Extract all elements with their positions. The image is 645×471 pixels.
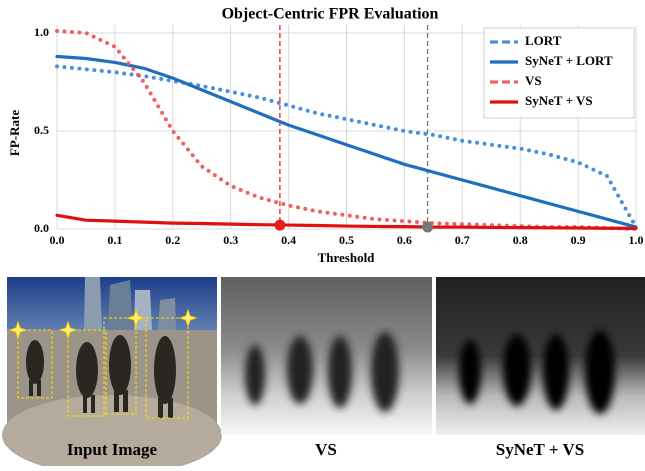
series-line	[55, 64, 638, 230]
y-axis-label: FP-Rate	[7, 110, 22, 156]
x-tick-label: 0.4	[281, 233, 296, 247]
series-line	[55, 54, 638, 229]
synet-vs-image	[436, 277, 645, 435]
vs-image	[221, 277, 432, 435]
panel-caption: Input Image	[67, 440, 158, 459]
input-image	[2, 277, 222, 471]
legend-label: LORT	[525, 33, 562, 48]
legend-label: SyNeT + LORT	[525, 53, 613, 68]
x-tick-label: 0.0	[50, 233, 65, 247]
x-tick-label: 1.0	[629, 233, 644, 247]
threshold-point	[422, 221, 434, 233]
series-line	[55, 213, 638, 231]
x-tick-label: 0.6	[397, 233, 412, 247]
x-tick-label: 0.1	[107, 233, 122, 247]
y-tick-label: 0.0	[34, 221, 49, 235]
legend-label: VS	[525, 73, 542, 88]
x-tick-label: 0.2	[165, 233, 180, 247]
series-line	[55, 29, 638, 231]
x-tick-label: 0.7	[455, 233, 470, 247]
x-tick-label: 0.8	[513, 233, 528, 247]
x-tick-label: 0.5	[339, 233, 354, 247]
x-axis-label: Threshold	[318, 250, 376, 265]
x-tick-label: 0.9	[571, 233, 586, 247]
x-tick-label: 0.3	[223, 233, 238, 247]
y-tick-label: 1.0	[34, 25, 49, 39]
panel-caption: VS	[315, 440, 337, 459]
legend-label: SyNeT + VS	[525, 93, 593, 108]
y-tick-label: 0.5	[34, 123, 49, 137]
chart-title: Object-Centric FPR Evaluation	[222, 6, 439, 23]
threshold-point	[274, 219, 286, 231]
panel-caption: SyNeT + VS	[496, 440, 584, 459]
